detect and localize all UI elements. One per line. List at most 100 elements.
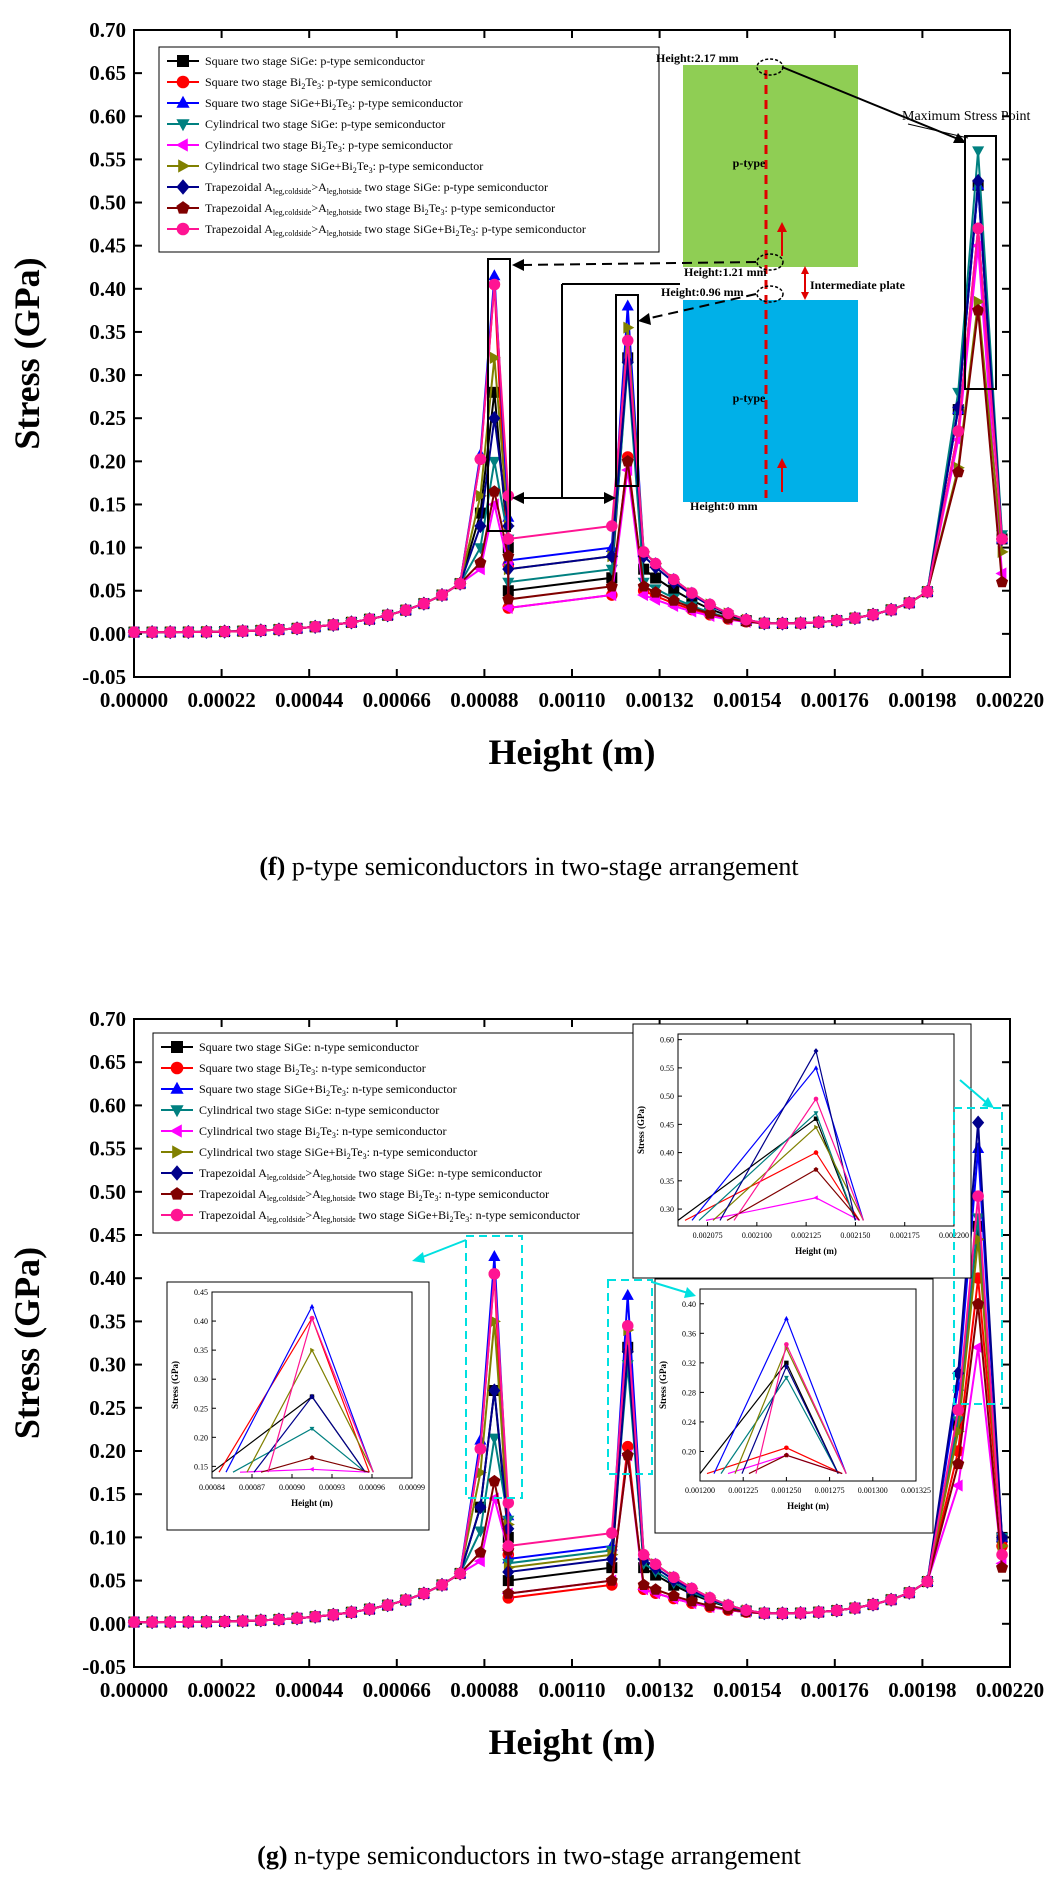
f-data-point (474, 556, 487, 568)
g-data-point (436, 1579, 448, 1591)
g-legend-marker (170, 1061, 184, 1075)
g-inset-xtick-label: 0.001300 (858, 1486, 888, 1495)
g-data-point (686, 1582, 698, 1595)
g-legend-label: Square two stage Bi2Te3: n-type semicond… (199, 1061, 426, 1077)
g-inset-peak3: 0.30 0.35 0.40 0.45 0.50 0.55 0.60 0.002075 0.00… (632, 1023, 972, 1279)
f-label-ptype-upper: p-type (733, 156, 766, 170)
g-data-point (606, 1527, 618, 1539)
f-ytick-label: 0.20 (89, 449, 126, 473)
f-label-max-stress: Maximum Stress Point (902, 109, 1030, 124)
g-data-point (487, 1492, 499, 1505)
f-data-point (488, 278, 501, 291)
g-data-point (128, 1616, 140, 1628)
f-legend-marker (175, 138, 188, 152)
f-series-markers-8 (128, 304, 1009, 638)
f-data-point (623, 321, 635, 334)
g-data-point (637, 1548, 650, 1561)
f-red-arrowhead-lower (777, 458, 787, 468)
g-data-point (740, 1604, 752, 1617)
g-inset-ytick-label: 0.28 (682, 1388, 696, 1397)
g-inset-peak-marker (784, 1452, 789, 1458)
f-xtick-label: 0.00154 (713, 688, 782, 712)
g-xtick-label: 0.00000 (100, 1678, 168, 1702)
g-inset-peak-marker (309, 1315, 315, 1321)
f-data-point (973, 295, 985, 308)
g-ytick-label: 0.55 (89, 1137, 126, 1161)
g-inset-peak-marker (783, 1363, 789, 1370)
g-connector-1-head (412, 1252, 425, 1263)
f-series-markers-9 (128, 222, 1008, 638)
f-data-point (667, 573, 680, 586)
g-inset-ytick-label: 0.30 (660, 1205, 674, 1214)
g-data-point (621, 1449, 634, 1461)
f-data-point (885, 604, 897, 616)
f-intermediate-arrowhead-top (801, 266, 809, 274)
f-peak3-box (964, 135, 997, 390)
f-peak2-box (615, 294, 639, 487)
g-data-point (667, 1589, 680, 1601)
g-inset-peak-marker (309, 1466, 314, 1472)
g-inset-peak-marker (813, 1065, 819, 1070)
f-data-point (972, 304, 985, 316)
f-legend: Square two stage SiGe: p-type semiconduc… (158, 46, 660, 253)
g-connector-1 (419, 1239, 467, 1259)
g-legend-marker (171, 1041, 183, 1053)
g-data-point (146, 1616, 158, 1628)
f-data-point (309, 621, 321, 633)
g-data-point (273, 1613, 285, 1626)
f-data-point (488, 456, 501, 468)
g-inset-ytick-label: 0.40 (682, 1300, 696, 1309)
g-ytick-label: 0.05 (89, 1569, 126, 1593)
g-data-point (649, 1558, 662, 1570)
f-data-point (952, 425, 965, 437)
f-ptype-lower-block (683, 300, 858, 502)
g-inset-peak-marker (813, 1111, 819, 1116)
g-data-point (953, 1425, 965, 1438)
g-data-point (849, 1602, 861, 1614)
f-legend-marker (176, 75, 190, 89)
g-xtick-label: 0.00132 (625, 1678, 693, 1702)
f-max-stress-arrowhead-1 (953, 133, 966, 143)
f-data-point (685, 601, 698, 613)
f-ytick-label: 0.65 (89, 61, 126, 85)
g-data-point (200, 1616, 213, 1628)
g-inset-peak-marker (783, 1375, 789, 1381)
g-xtick-label: 0.00198 (888, 1678, 956, 1702)
g-inset-peak-marker (813, 1116, 819, 1121)
g-ytick-label: 0.70 (89, 1007, 126, 1031)
g-series-markers-9 (128, 1190, 1008, 1628)
g-data-point (831, 1604, 843, 1617)
f-max-stress-leader (907, 123, 969, 139)
g-xtick-label: 0.00154 (713, 1678, 782, 1702)
g-data-point (488, 1474, 501, 1487)
g-inset-xtick-label: 0.001250 (771, 1486, 801, 1495)
g-inset-ytick-label: 0.55 (660, 1064, 674, 1073)
g-inset-ylabel: Stress (GPa) (170, 1361, 180, 1409)
f-data-point (668, 584, 680, 596)
f-data-point (903, 597, 916, 609)
g-data-point (996, 1561, 1009, 1573)
f-arrowhead-1 (512, 492, 524, 504)
g-data-point (488, 1383, 501, 1398)
g-inset-peak-marker (813, 1048, 819, 1054)
f-data-point (637, 546, 650, 558)
f-data-point (637, 580, 650, 592)
g-ytick-label: 0.60 (89, 1093, 126, 1117)
g-inset-ytick-label: 0.15 (194, 1462, 208, 1471)
g-data-point (476, 1466, 488, 1479)
g-data-point (418, 1587, 430, 1600)
g-data-point (327, 1608, 340, 1621)
f-legend-marker (176, 201, 190, 214)
f-label-ptype-lower: p-type (733, 391, 766, 405)
f-data-point (454, 577, 466, 590)
g-data-point (621, 1319, 634, 1332)
f-data-point (488, 411, 501, 426)
f-peak1-box (487, 258, 511, 532)
g-data-point (502, 1497, 515, 1509)
f-legend-label: Trapezoidal Aleg,coldside>Aleg,hotside t… (205, 201, 555, 217)
g-inset-xtick-label: 0.00099 (399, 1483, 425, 1492)
g-data-point (474, 1546, 487, 1558)
g-ytick-label: -0.05 (82, 1655, 126, 1679)
g-data-point (454, 1567, 466, 1580)
g-legend-marker (172, 1145, 185, 1159)
